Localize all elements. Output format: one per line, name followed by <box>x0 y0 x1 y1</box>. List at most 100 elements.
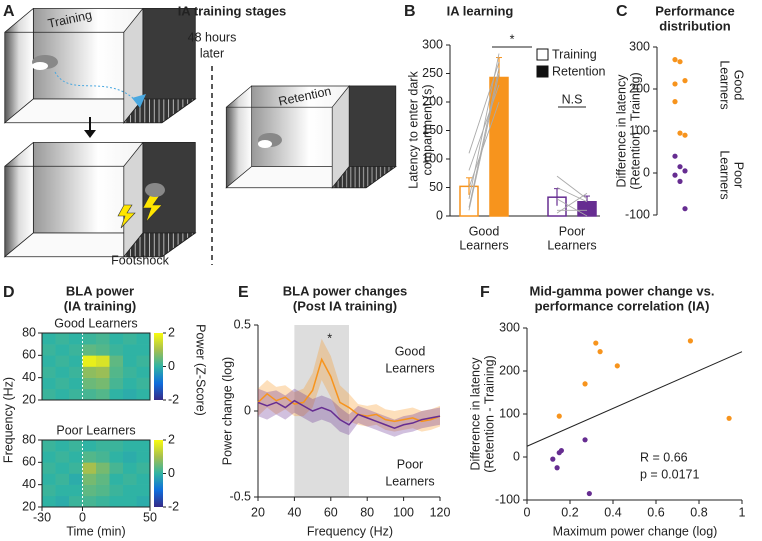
y-axis-label: Difference in latency <box>468 357 482 471</box>
mouse-patch <box>258 140 272 148</box>
heat-cell <box>55 495 70 508</box>
heat-cell <box>42 484 56 497</box>
heat-cell <box>55 440 70 452</box>
heat-cell <box>109 366 124 378</box>
y-axis-label: Frequency (Hz) <box>1 377 15 463</box>
heat-cell <box>55 451 70 463</box>
heat-cell <box>96 344 110 356</box>
y-tick-label: 100 <box>422 151 443 165</box>
heat-cell <box>96 440 110 452</box>
heat-cell <box>55 388 70 401</box>
heat-cell <box>69 377 83 390</box>
heat-cell <box>96 495 110 508</box>
colorbar-tick-label: 0 <box>168 466 175 480</box>
heat-cell <box>109 495 124 508</box>
heat-cell <box>82 473 97 485</box>
heat-cell <box>123 484 137 497</box>
y-tick-label: 200 <box>422 94 443 108</box>
heat-cell <box>42 355 56 367</box>
heat-cell <box>42 451 56 463</box>
heat-cell <box>123 377 137 390</box>
subject-line <box>468 61 500 154</box>
group-label: Poor <box>732 162 746 188</box>
heat-cell <box>109 484 124 497</box>
y-tick-label: 60 <box>22 455 36 469</box>
heat-cell <box>96 333 110 345</box>
series-label: Poor <box>397 457 423 471</box>
subject-line <box>556 187 588 203</box>
map-frame <box>41 439 151 508</box>
x-tick-label: 0.6 <box>647 505 664 519</box>
heat-cell <box>82 440 97 452</box>
heat-cell <box>55 344 70 356</box>
panel-title: Mid-gamma power change vs. <box>530 283 715 298</box>
heat-cell <box>82 377 97 390</box>
heat-cell <box>136 473 151 485</box>
x-tick-label: 0 <box>524 505 531 519</box>
heat-cell <box>123 333 137 345</box>
heat-cell <box>82 366 97 378</box>
panel-label: E <box>238 284 249 301</box>
heat-cell <box>136 462 151 474</box>
y-tick-label: 100 <box>629 123 650 137</box>
point <box>558 447 565 454</box>
heat-cell <box>136 451 151 463</box>
panel-title: BLA power <box>66 283 134 298</box>
heat-cell <box>69 484 83 497</box>
heat-cell <box>82 462 97 474</box>
heat-cell <box>109 473 124 485</box>
heat-cell <box>42 333 56 345</box>
heat-cell <box>96 377 110 390</box>
point <box>597 349 603 355</box>
mouse <box>145 183 165 197</box>
legend-swatch <box>536 65 549 78</box>
heat-cell <box>42 495 56 508</box>
point <box>682 132 688 138</box>
point <box>672 99 678 105</box>
map-label: Good Learners <box>54 316 137 330</box>
heat-cell <box>69 366 83 378</box>
heat-cell <box>136 377 151 390</box>
y-tick-label: 40 <box>22 370 36 384</box>
heat-cell <box>82 451 97 463</box>
point <box>677 164 683 170</box>
heat-cell <box>109 344 124 356</box>
legend-swatch <box>536 48 549 61</box>
heat-cell <box>109 377 124 390</box>
y-axis-label: Power change (log) <box>220 357 234 465</box>
y-axis-label: Difference in latency <box>614 74 628 188</box>
x-tick-label: -30 <box>33 510 51 524</box>
point <box>682 78 688 84</box>
heat-cell <box>82 484 97 497</box>
path-arrow <box>132 94 146 108</box>
heat-cell <box>123 462 137 474</box>
map-frame <box>41 332 151 401</box>
heat-cell <box>55 333 70 345</box>
error-band <box>258 338 440 432</box>
panel-title: IA training stages <box>178 3 287 18</box>
colorbar-tick-label: -2 <box>168 392 179 406</box>
panel-title: IA learning <box>447 3 514 18</box>
heat-cell <box>109 355 124 367</box>
box-shock <box>4 142 196 258</box>
heat-cell <box>55 473 70 485</box>
point <box>677 178 683 184</box>
colorbar-label: Power (Z-Score) <box>194 324 208 416</box>
heat-cell <box>109 462 124 474</box>
heat-cell <box>96 366 110 378</box>
legend-label: Training <box>552 47 597 61</box>
heat-cell <box>69 473 83 485</box>
heat-cell <box>96 355 110 367</box>
fit-line <box>526 351 743 447</box>
category-label: Learners <box>459 238 508 252</box>
heat-cell <box>136 333 151 345</box>
y-tick-label: 200 <box>629 81 650 95</box>
heat-cell <box>136 388 151 401</box>
point <box>677 130 683 136</box>
heat-cell <box>136 484 151 497</box>
series-label: Learners <box>385 474 434 488</box>
point <box>550 456 556 462</box>
group-label: Good <box>732 70 746 101</box>
heat-cell <box>96 473 110 485</box>
bolt <box>117 204 136 229</box>
